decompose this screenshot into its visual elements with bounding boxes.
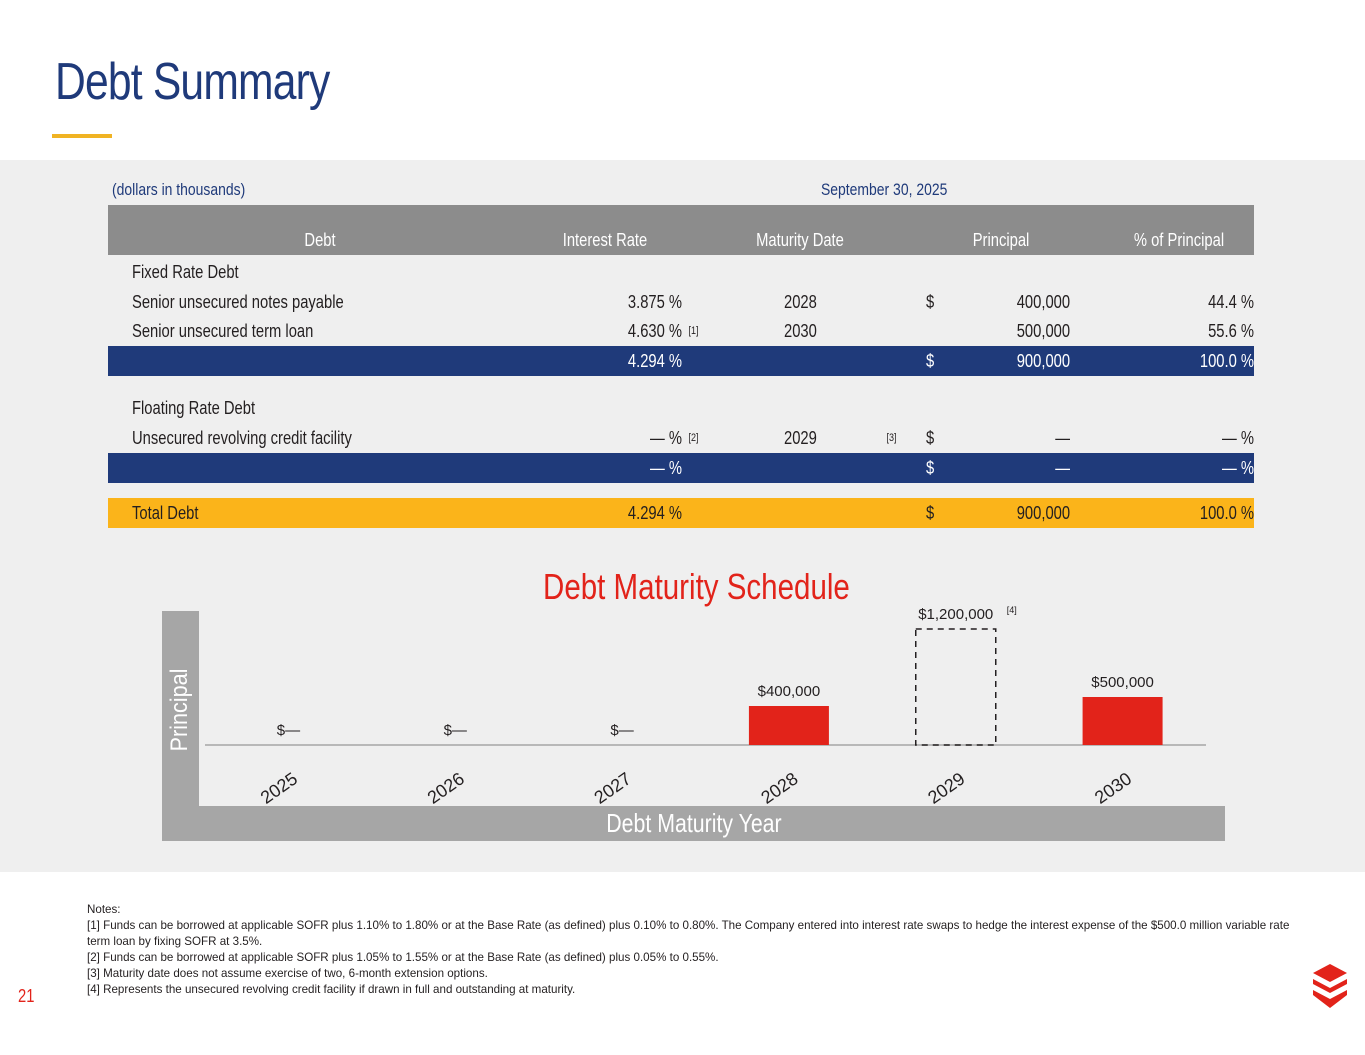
section-label: Fixed Rate Debt [132,262,239,282]
debt-name: Senior unsecured term loan [132,321,314,341]
footnote-2: [2] [688,432,699,444]
footnote-3: [3] [886,432,897,444]
value-label-2029: $1,200,000 [918,606,993,623]
table-row: Unsecured revolving credit facility — % … [108,423,1254,453]
x-axis-label-text: Debt Maturity Year [605,808,782,838]
subtotal-principal: — [1055,458,1070,478]
value-label-2030: $500,000 [1091,674,1154,691]
company-logo-icon [1313,964,1347,1008]
principal-value: — [1055,428,1070,448]
fixed-subtotal-row: 4.294 % $ 900,000 100.0 % [108,346,1254,376]
table-header-row: Debt Interest Rate Maturity Date Princip… [108,205,1254,255]
subtotal-rate: 4.294 % [627,351,682,371]
footnote-ref: [2] [686,423,698,453]
page-number: 21 [18,986,35,1006]
pct-principal-value: — % [1222,428,1254,448]
value-note-2029: [4] [1007,605,1017,615]
bar-2028 [748,706,829,745]
total-pct: 100.0 % [1199,503,1254,523]
x-axis-band [162,806,1225,841]
as-of-date: September 30, 2025 [821,180,948,199]
value-label-2025: $— [277,722,300,739]
header-interest-rate: Interest Rate [562,230,648,250]
value-label-2027: $— [610,722,633,739]
note-item: [2] Funds can be borrowed at applicable … [87,951,719,964]
footnote-ref: [1] [686,316,698,346]
value-label-2026: $— [444,722,467,739]
subtotal-pct: — % [1222,458,1254,478]
x-axis-label: Debt Maturity Year [162,808,1225,839]
subtotal-rate: — % [650,458,682,478]
principal-value: 400,000 [1016,292,1070,312]
x-tick-label-2030: 2030 [1091,768,1135,807]
currency-symbol: $ [926,503,935,523]
footnote-ref: [3] [884,423,896,453]
title-underline [52,134,112,138]
principal-value: 500,000 [1016,321,1070,341]
pct-principal-value: 44.4 % [1208,292,1254,312]
floating-subtotal-row: — % $ — — % [108,453,1254,483]
table-row: Senior unsecured notes payable 3.875 % 2… [108,287,1254,317]
footnotes: Notes: [1] Funds can be borrowed at appl… [87,902,1297,998]
note-item: [1] Funds can be borrowed at applicable … [87,919,1290,948]
debt-name: Senior unsecured notes payable [132,292,344,312]
x-tick-label-2025: 2025 [257,768,301,807]
interest-rate: 3.875 % [627,292,682,312]
section-label: Floating Rate Debt [132,398,256,418]
bar-2029 [915,628,997,746]
maturity-date: 2029 [784,428,817,448]
interest-rate: 4.630 % [627,321,682,341]
chart-title: Debt Maturity Schedule [543,566,850,607]
x-tick-label-2027: 2027 [591,768,635,807]
notes-heading: Notes: [87,903,121,916]
footnote-1: [1] [688,325,699,337]
table-row: Senior unsecured term loan 4.630 % [1] 2… [108,316,1254,346]
note-item: [3] Maturity date does not assume exerci… [87,967,488,980]
units-label: (dollars in thousands) [112,180,246,199]
total-rate: 4.294 % [627,503,682,523]
note-item: [4] Represents the unsecured revolving c… [87,983,576,996]
maturity-date: 2030 [784,321,817,341]
total-label: Total Debt [132,503,199,523]
currency-symbol: $ [926,292,935,312]
value-label-2028: $400,000 [758,683,821,700]
x-tick-label-2029: 2029 [924,768,968,807]
header-pct-principal: % of Principal [1133,230,1225,250]
total-debt-row: Total Debt 4.294 % $ 900,000 100.0 % [108,498,1254,528]
bar-2030 [1082,697,1163,745]
subtotal-pct: 100.0 % [1199,351,1254,371]
section-floating-label-row: Floating Rate Debt [108,393,1254,423]
section-fixed-label-row: Fixed Rate Debt [108,257,1254,287]
debt-name: Unsecured revolving credit facility [132,428,352,448]
currency-symbol: $ [926,428,935,448]
interest-rate: — % [650,428,682,448]
currency-symbol: $ [926,458,935,478]
table-caption: (dollars in thousands) September 30, 202… [108,178,1254,204]
y-axis-band [162,611,199,841]
total-principal: 900,000 [1016,503,1070,523]
subtotal-principal: 900,000 [1016,351,1070,371]
header-debt: Debt [304,230,336,250]
pct-principal-value: 55.6 % [1208,321,1254,341]
header-maturity-date: Maturity Date [756,230,844,250]
currency-symbol: $ [926,351,935,371]
x-tick-label-2026: 2026 [424,768,468,807]
maturity-date: 2028 [784,292,817,312]
page-title: Debt Summary [55,53,330,111]
header-principal: Principal [972,230,1030,250]
x-tick-label-2028: 2028 [757,768,801,807]
